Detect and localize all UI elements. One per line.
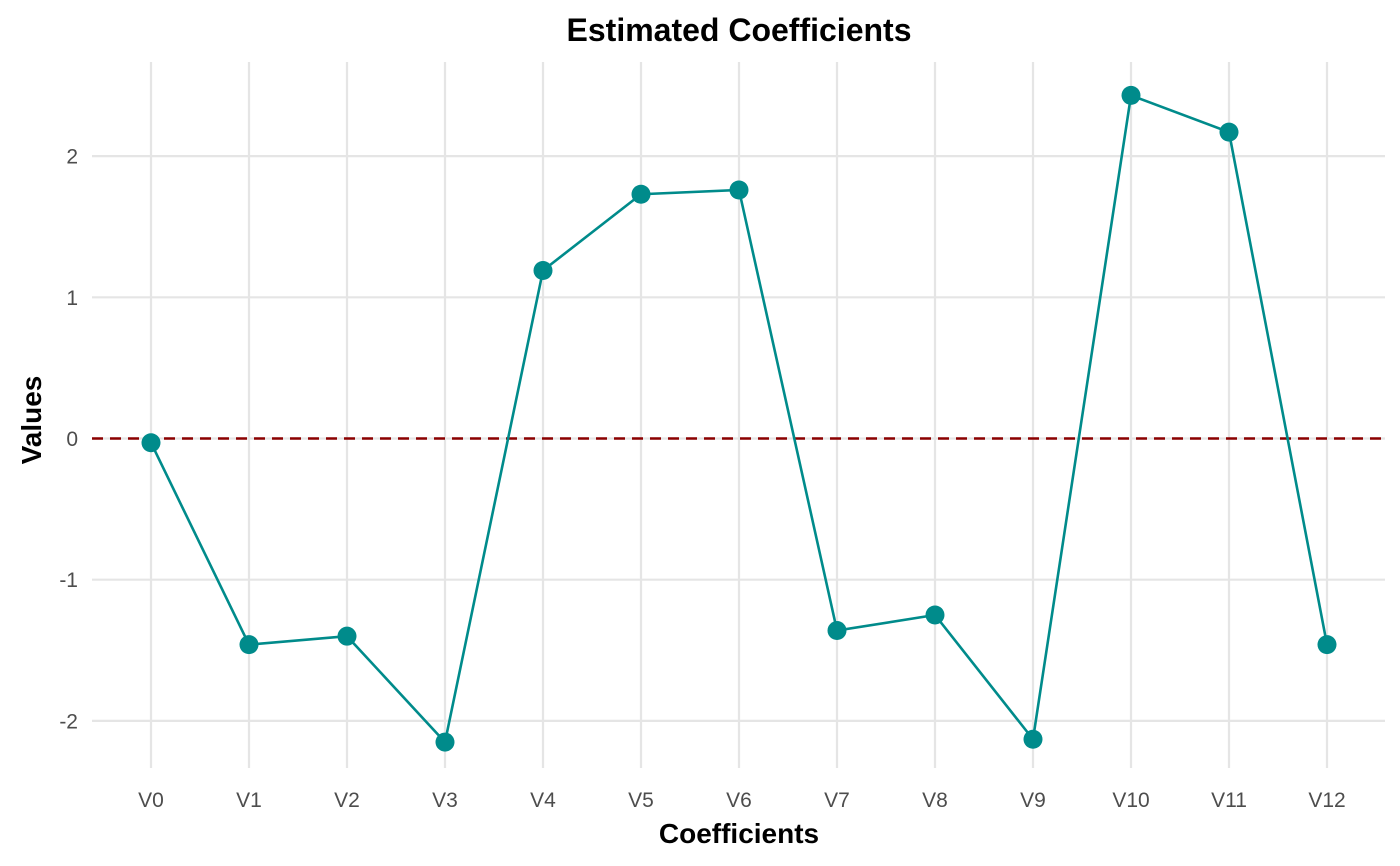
y-tick-label: 0 [66, 428, 78, 451]
x-tick-label: V5 [628, 789, 654, 812]
data-point-v8 [925, 605, 945, 625]
x-tick-label: V6 [726, 789, 752, 812]
data-point-v1 [239, 635, 259, 655]
data-point-v10 [1121, 85, 1141, 105]
y-tick-label: 2 [66, 146, 78, 169]
data-point-v0 [141, 433, 161, 453]
x-tick-label: V12 [1308, 789, 1345, 812]
x-tick-label: V8 [922, 789, 948, 812]
data-point-v4 [533, 260, 553, 280]
x-tick-label: V10 [1112, 789, 1149, 812]
chart-title: Estimated Coefficients [567, 12, 912, 48]
x-tick-label: V1 [236, 789, 262, 812]
x-axis-title: Coefficients [659, 818, 819, 849]
y-tick-label: -2 [59, 710, 78, 733]
x-tick-label: V4 [530, 789, 556, 812]
data-point-v5 [631, 184, 651, 204]
data-point-v2 [337, 626, 357, 646]
y-axis-title: Values [16, 376, 47, 465]
data-point-v9 [1023, 729, 1043, 749]
data-points [141, 85, 1337, 752]
data-point-v3 [435, 732, 455, 752]
y-tick-label: -1 [59, 569, 78, 592]
y-tick-labels: -2 -1 0 1 2 [59, 146, 78, 734]
x-tick-label: V2 [334, 789, 360, 812]
data-point-v11 [1219, 122, 1239, 142]
data-point-v12 [1317, 635, 1337, 655]
x-gridlines [149, 62, 1329, 768]
x-tick-label: V3 [432, 789, 458, 812]
data-point-v7 [827, 621, 847, 641]
x-tick-label: V11 [1211, 789, 1247, 812]
x-tick-label: V7 [824, 789, 850, 812]
x-tick-labels: V0 V1 V2 V3 V4 V5 V6 V7 V8 V9 V10 V11 V12 [138, 789, 1346, 812]
data-point-v6 [729, 180, 749, 200]
y-tick-label: 1 [66, 287, 78, 310]
x-tick-label: V9 [1020, 789, 1046, 812]
x-tick-label: V0 [138, 789, 164, 812]
